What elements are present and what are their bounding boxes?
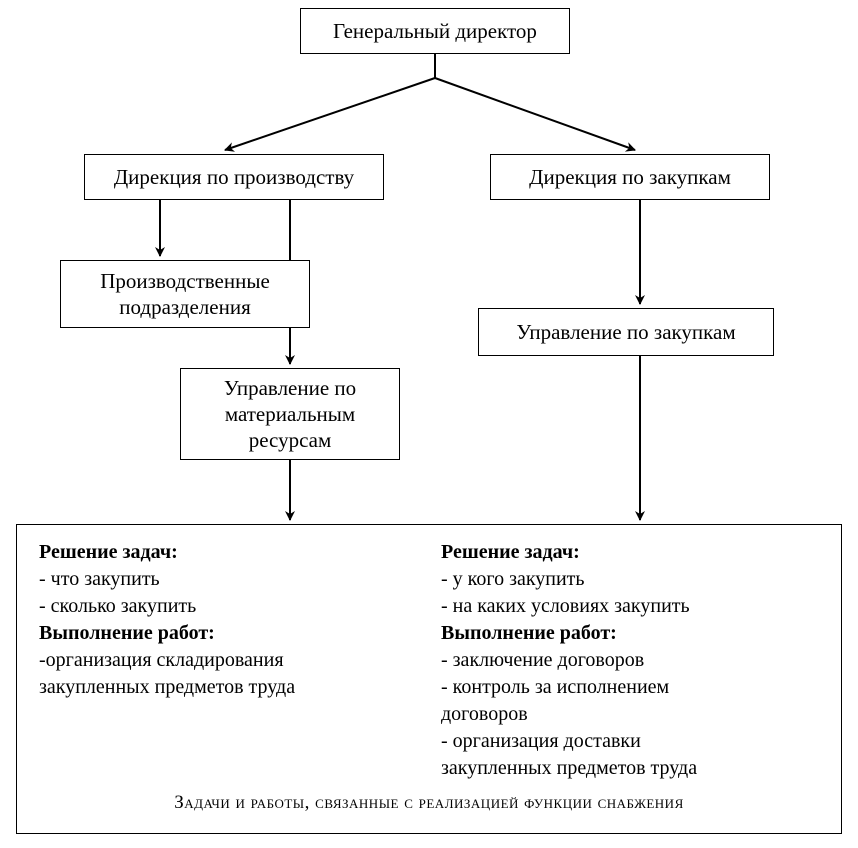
tasks-right-column: Решение задач: - у кого закупить - на ка… bbox=[441, 539, 819, 782]
node-label: Управление по закупкам bbox=[516, 319, 735, 345]
org-chart-canvas: Генеральный директор Дирекция по произво… bbox=[0, 0, 858, 848]
node-general-director: Генеральный директор bbox=[300, 8, 570, 54]
list-item: - сколько закупить bbox=[39, 593, 417, 620]
tasks-box: Решение задач: - что закупить - сколько … bbox=[16, 524, 842, 834]
node-production-units: Производственные подразделения bbox=[60, 260, 310, 328]
list-item: - контроль за исполнением bbox=[441, 674, 819, 701]
tasks-columns: Решение задач: - что закупить - сколько … bbox=[39, 539, 819, 782]
node-procurement-mgmt: Управление по закупкам bbox=[478, 308, 774, 356]
node-label: Производственные подразделения bbox=[71, 268, 299, 321]
node-procurement-directorate: Дирекция по закупкам bbox=[490, 154, 770, 200]
list-item: закупленных предметов труда bbox=[39, 674, 417, 701]
list-item: - на каких условиях закупить bbox=[441, 593, 819, 620]
list-item: - заключение договоров bbox=[441, 647, 819, 674]
node-production-directorate: Дирекция по производству bbox=[84, 154, 384, 200]
tasks-left-column: Решение задач: - что закупить - сколько … bbox=[39, 539, 417, 782]
node-label: Дирекция по производству bbox=[114, 164, 354, 190]
heading-tasks: Решение задач: bbox=[441, 539, 819, 566]
tasks-footer: Задачи и работы, связанные с реализацией… bbox=[39, 792, 819, 814]
heading-works: Выполнение работ: bbox=[441, 620, 819, 647]
list-item: - у кого закупить bbox=[441, 566, 819, 593]
list-item: договоров bbox=[441, 701, 819, 728]
node-label: Управление по материальным ресурсам bbox=[191, 375, 389, 454]
list-item: - организация доставки bbox=[441, 728, 819, 755]
heading-works: Выполнение работ: bbox=[39, 620, 417, 647]
node-label: Дирекция по закупкам bbox=[529, 164, 731, 190]
list-item: -организация складирования bbox=[39, 647, 417, 674]
list-item: закупленных предметов труда bbox=[441, 755, 819, 782]
list-item: - что закупить bbox=[39, 566, 417, 593]
node-material-resources-mgmt: Управление по материальным ресурсам bbox=[180, 368, 400, 460]
node-label: Генеральный директор bbox=[333, 18, 537, 44]
heading-tasks: Решение задач: bbox=[39, 539, 417, 566]
